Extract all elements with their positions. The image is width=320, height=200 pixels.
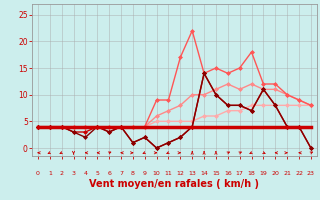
X-axis label: Vent moyen/en rafales ( km/h ): Vent moyen/en rafales ( km/h ) (89, 179, 260, 189)
